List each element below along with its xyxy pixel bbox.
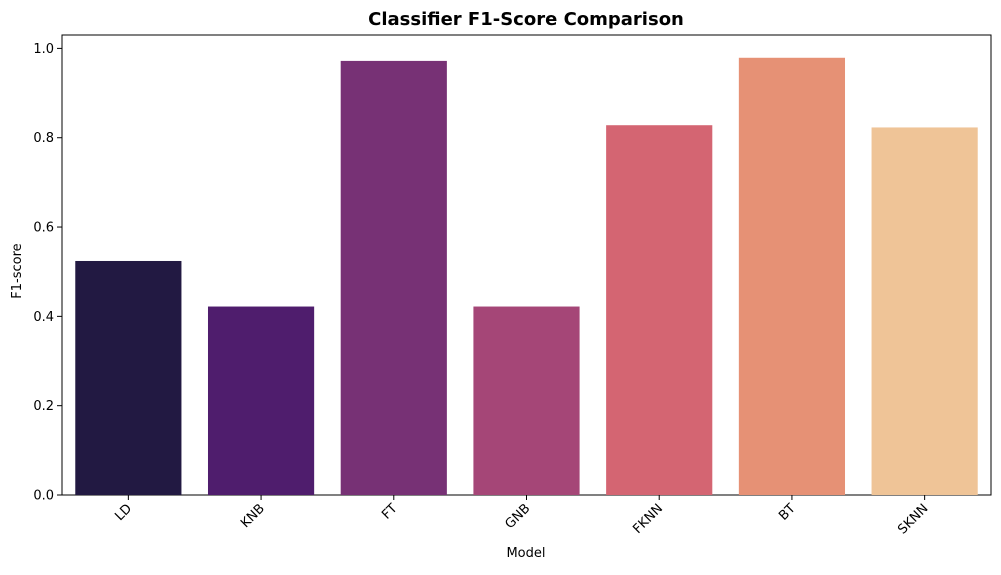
bar-ld — [75, 260, 182, 495]
bar-knb — [207, 306, 315, 495]
x-tick-label: BT — [776, 501, 799, 524]
y-axis-label: F1-score — [10, 243, 25, 298]
x-tick-label: KNB — [238, 501, 268, 531]
x-tick-label: SKNN — [895, 501, 931, 537]
y-tick-label: 0.4 — [33, 310, 54, 325]
x-tick-label: FT — [379, 501, 400, 522]
chart-title: Classifier F1-Score Comparison — [368, 9, 684, 30]
bar-ft — [340, 60, 447, 495]
x-tick-label: FKNN — [630, 501, 666, 537]
bar-bt — [738, 57, 846, 495]
y-tick-label: 1.0 — [33, 42, 54, 57]
bar-fknn — [606, 125, 713, 495]
bar-sknn — [871, 127, 978, 496]
x-tick-label: GNB — [502, 501, 533, 532]
y-tick-label: 0.6 — [33, 221, 54, 236]
plot-area: 0.0 0.2 0.4 0.6 0.8 1.0 LD KNB FT GNB FKNN BT SKNN — [33, 34, 992, 537]
y-tick-label: 0.0 — [33, 489, 54, 504]
y-tick-label: 0.2 — [33, 399, 54, 414]
x-axis-label: Model — [506, 546, 545, 561]
x-tick-label: LD — [112, 501, 135, 524]
bar-gnb — [473, 306, 580, 495]
y-tick-label: 0.8 — [33, 131, 54, 146]
